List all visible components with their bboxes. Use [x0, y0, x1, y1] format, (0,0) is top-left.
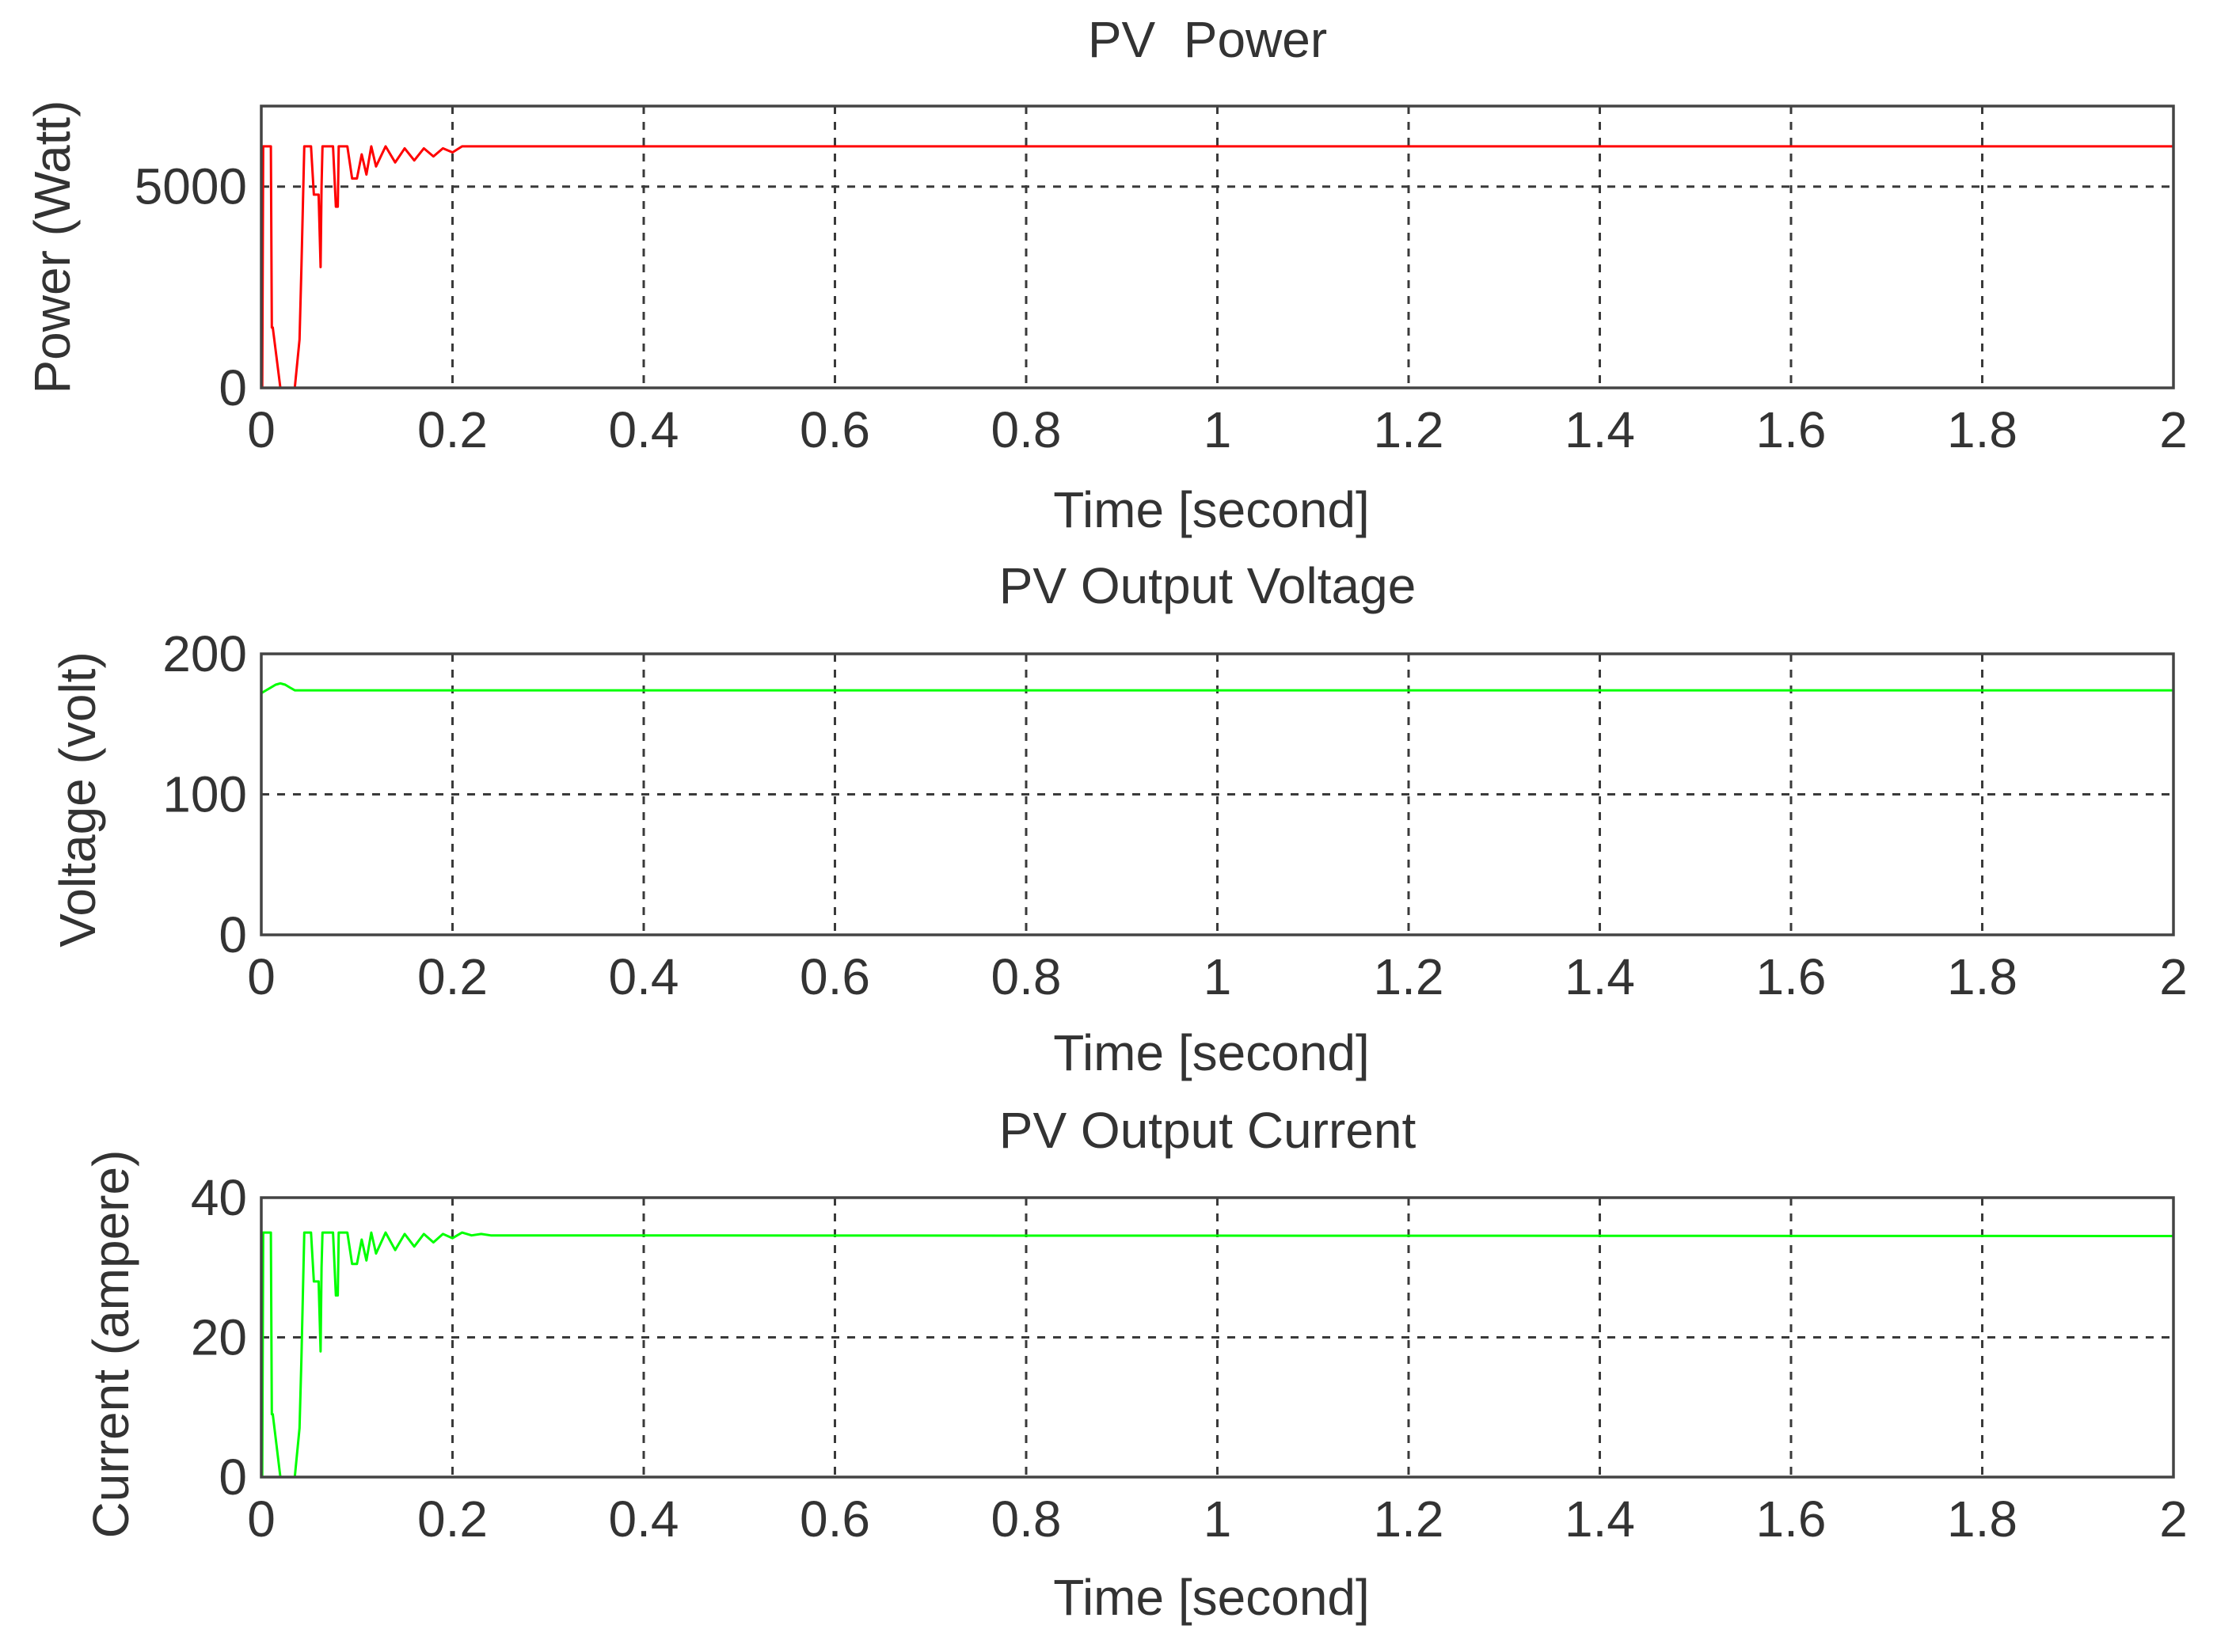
pv-power-grid — [261, 106, 2173, 388]
pv-power-y-tick-label-1: 5000 — [135, 158, 247, 215]
pv-voltage-x-tick-label-6: 1.2 — [1374, 948, 1444, 1005]
pv-current-x-tick-label-9: 1.8 — [1947, 1491, 2017, 1548]
pv-voltage-x-tick-label-10: 2 — [2159, 948, 2188, 1005]
pv-voltage-grid — [261, 654, 2173, 935]
pv-current-y-tick-label-0: 0 — [219, 1449, 247, 1506]
pv-power-x-tick-label-6: 1.2 — [1374, 401, 1444, 458]
pv-power-x-tick-label-7: 1.4 — [1565, 401, 1635, 458]
pv-voltage-title: PV Output Voltage — [999, 557, 1417, 614]
pv-power-x-tick-label-9: 1.8 — [1947, 401, 2017, 458]
pv-current-title: PV Output Current — [999, 1102, 1417, 1159]
pv-power-panel: PV Power 0 0.2 0.4 0.6 0.8 1 1.2 1.4 1.6 1.8 2 0 50… — [24, 11, 2188, 538]
pv-power-plot-frame — [260, 104, 2175, 389]
pv-voltage-y-tick-label-0: 0 — [219, 906, 247, 963]
pv-power-x-tick-label-10: 2 — [2159, 401, 2188, 458]
pv-current-y-ticks: 0 20 40 — [191, 1169, 247, 1506]
pv-current-x-tick-label-7: 1.4 — [1565, 1491, 1635, 1548]
pv-current-panel: PV Output Current 0 0.2 0.4 0.6 0.8 1 1.2 1.4 1.… — [82, 1102, 2188, 1626]
pv-current-x-tick-label-8: 1.6 — [1756, 1491, 1827, 1548]
pv-voltage-y-axis-label: Voltage (volt) — [49, 651, 106, 948]
pv-voltage-series-line-0 — [260, 682, 2173, 694]
pv-current-x-tick-label-10: 2 — [2159, 1491, 2188, 1548]
pv-power-x-tick-label-2: 0.4 — [609, 401, 679, 458]
pv-current-y-axis-label: Current (ampere) — [82, 1150, 139, 1539]
pv-power-x-tick-label-5: 1 — [1204, 401, 1232, 458]
pv-power-title: PV Power — [1088, 11, 1327, 68]
pv-power-y-axis-label: Power (Watt) — [24, 101, 81, 394]
pv-voltage-x-axis-label: Time [second] — [1053, 1024, 1370, 1081]
pv-power-x-axis-label: Time [second] — [1053, 481, 1370, 538]
pv-voltage-x-tick-label-0: 0 — [247, 948, 276, 1005]
pv-voltage-x-tick-label-7: 1.4 — [1565, 948, 1635, 1005]
pv-voltage-panel: PV Output Voltage 0 0.2 0.4 0.6 0.8 1 1.2 1.4 1.… — [49, 557, 2188, 1081]
pv-voltage-x-ticks: 0 0.2 0.4 0.6 0.8 1 1.2 1.4 1.6 1.8 2 — [247, 948, 2188, 1005]
pv-current-x-tick-label-2: 0.4 — [609, 1491, 679, 1548]
pv-voltage-x-tick-label-2: 0.4 — [609, 948, 679, 1005]
pv-voltage-y-tick-label-1: 100 — [162, 766, 247, 823]
pv-power-x-tick-label-3: 0.6 — [800, 401, 870, 458]
pv-power-y-tick-label-0: 0 — [219, 359, 247, 416]
pv-current-x-ticks: 0 0.2 0.4 0.6 0.8 1 1.2 1.4 1.6 1.8 2 — [247, 1491, 2188, 1548]
pv-current-grid — [261, 1198, 2173, 1477]
pv-current-x-axis-label: Time [second] — [1053, 1569, 1370, 1626]
pv-voltage-plot-frame — [260, 652, 2175, 936]
pv-power-x-tick-label-0: 0 — [247, 401, 276, 458]
pv-voltage-x-tick-label-3: 0.6 — [800, 948, 870, 1005]
pv-current-x-tick-label-4: 0.8 — [991, 1491, 1062, 1548]
pv-current-x-tick-label-5: 1 — [1204, 1491, 1232, 1548]
pv-current-plot-frame — [260, 1196, 2175, 1479]
pv-current-x-tick-label-6: 1.2 — [1374, 1491, 1444, 1548]
pv-voltage-x-tick-label-1: 0.2 — [417, 948, 488, 1005]
pv-voltage-x-tick-label-8: 1.6 — [1756, 948, 1827, 1005]
pv-current-x-tick-label-1: 0.2 — [417, 1491, 488, 1548]
pv-power-x-tick-label-4: 0.8 — [991, 401, 1062, 458]
pv-voltage-x-tick-label-4: 0.8 — [991, 948, 1062, 1005]
pv-voltage-y-tick-label-2: 200 — [162, 625, 247, 682]
pv-voltage-y-ticks: 0 100 200 — [162, 625, 247, 963]
pv-voltage-x-tick-label-5: 1 — [1204, 948, 1232, 1005]
pv-power-x-tick-label-8: 1.6 — [1756, 401, 1827, 458]
pv-power-x-ticks: 0 0.2 0.4 0.6 0.8 1 1.2 1.4 1.6 1.8 2 — [247, 401, 2188, 458]
pv-voltage-x-tick-label-9: 1.8 — [1947, 948, 2017, 1005]
pv-power-y-ticks: 0 5000 — [135, 158, 247, 416]
pv-voltage-series — [260, 682, 2173, 694]
pv-current-y-tick-label-2: 40 — [191, 1169, 247, 1226]
pv-current-x-tick-label-3: 0.6 — [800, 1491, 870, 1548]
pv-power-x-tick-label-1: 0.2 — [417, 401, 488, 458]
pv-current-x-tick-label-0: 0 — [247, 1491, 276, 1548]
pv-current-y-tick-label-1: 20 — [191, 1309, 247, 1366]
